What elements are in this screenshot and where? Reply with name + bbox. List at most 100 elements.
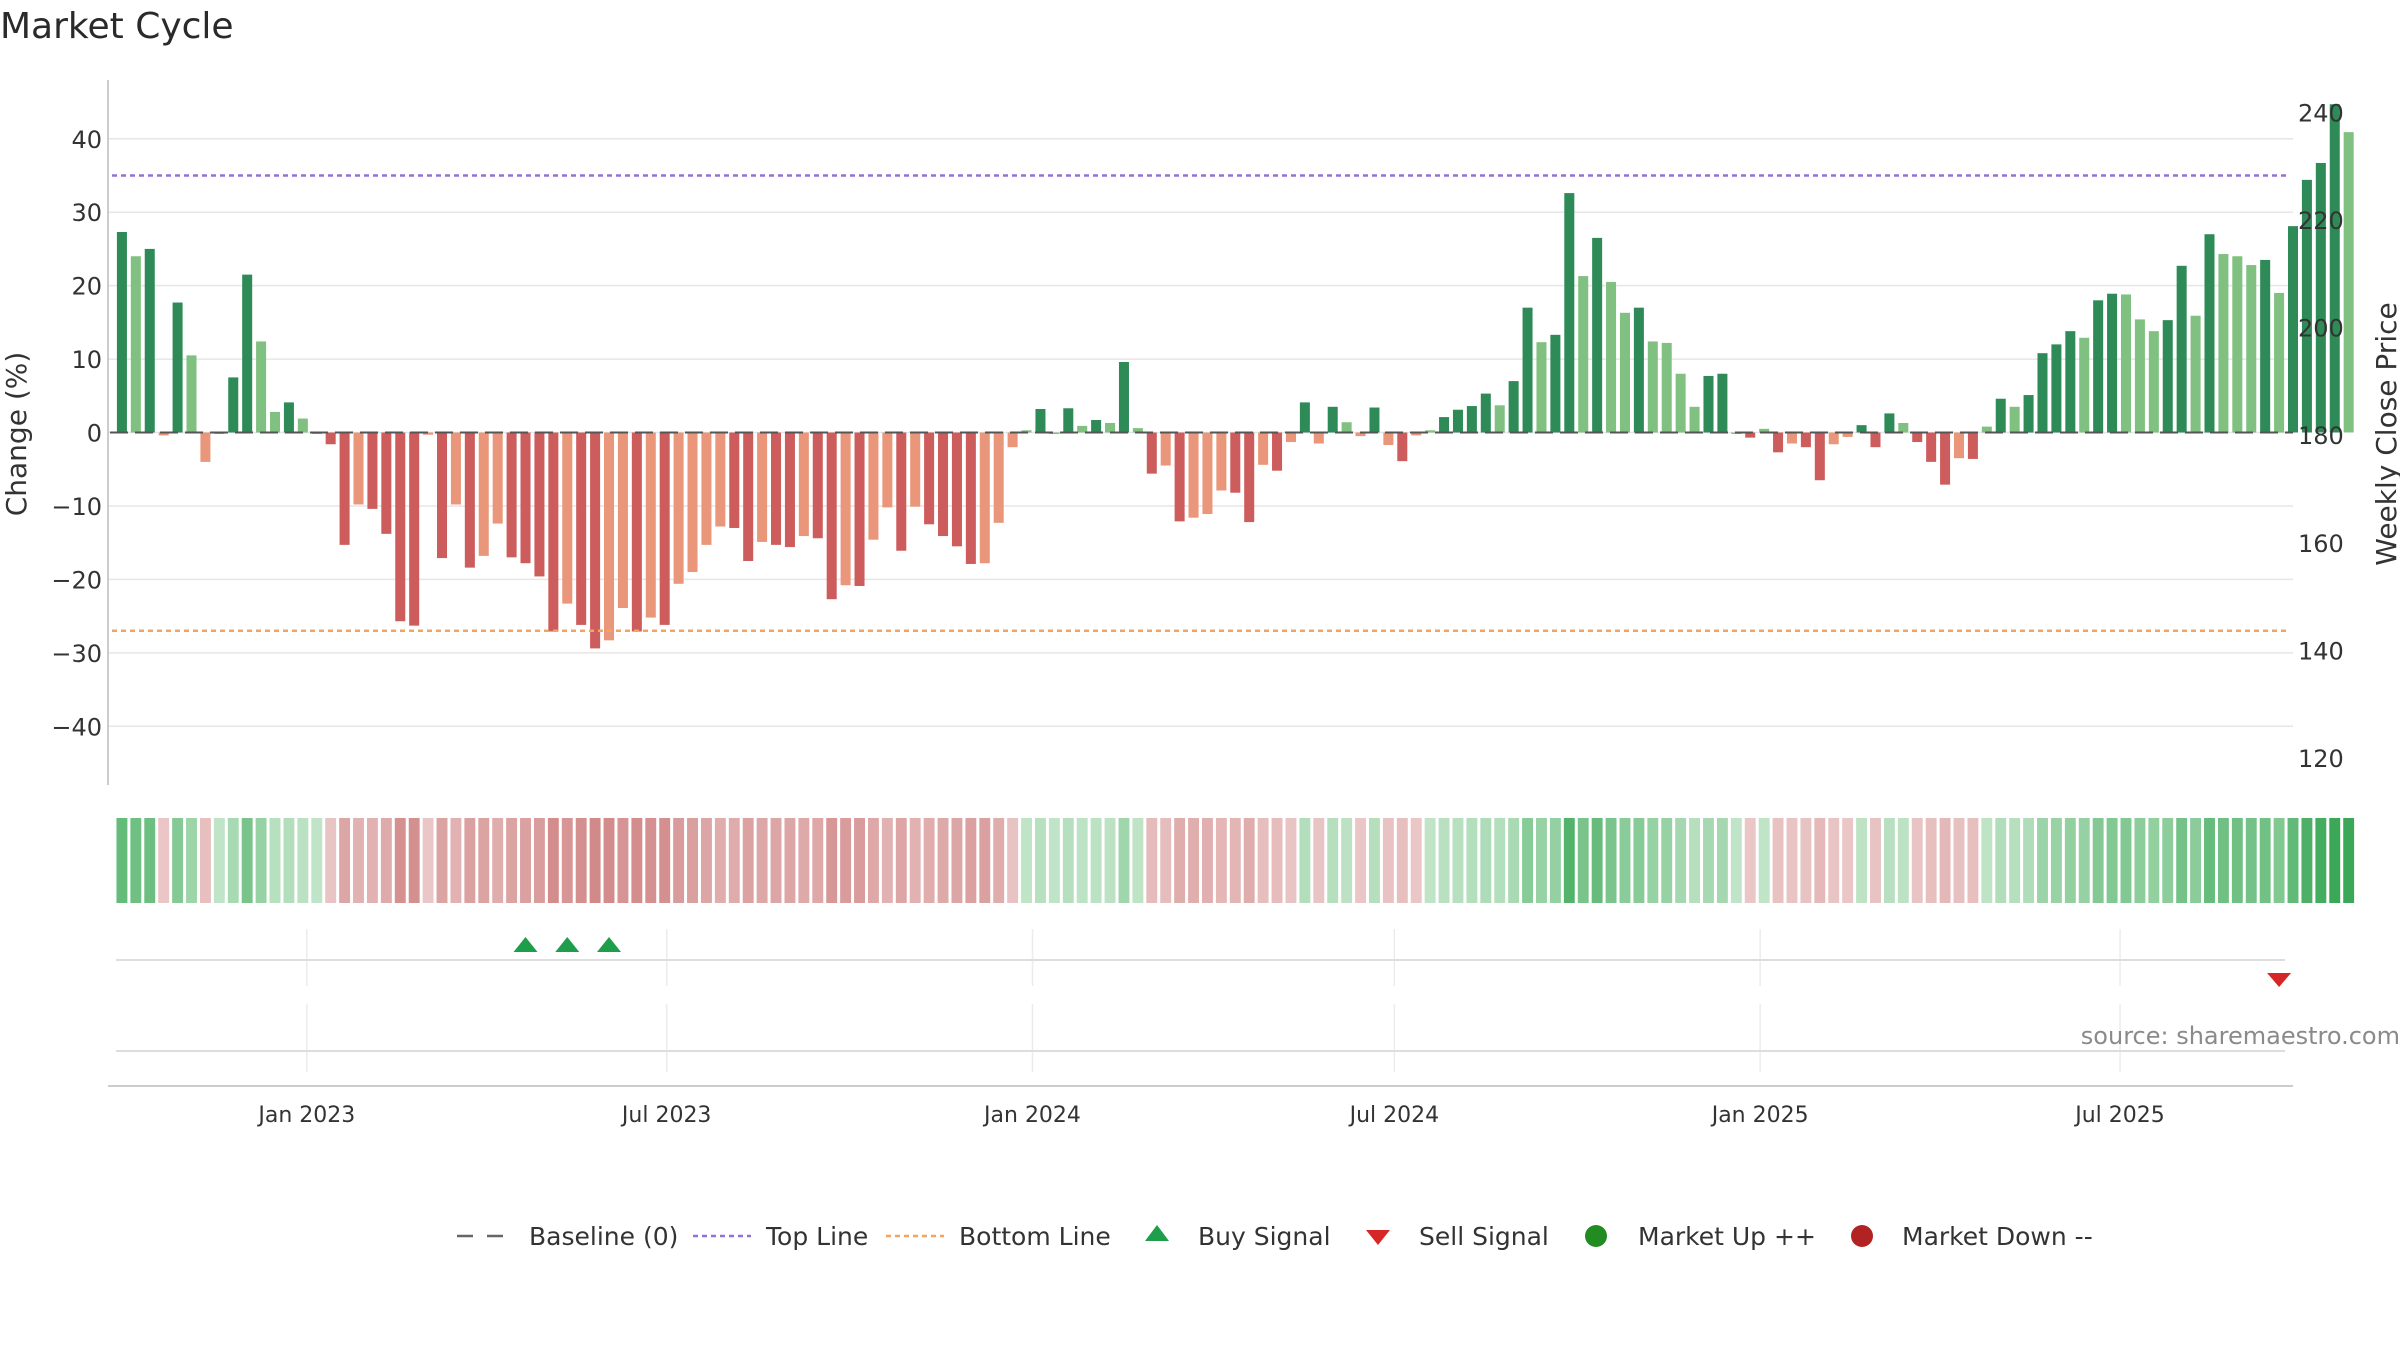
heat-cell-85	[1299, 818, 1311, 903]
bar-week-58	[924, 432, 935, 525]
bar-week-141	[2079, 337, 2090, 433]
heat-cell-7	[213, 818, 225, 903]
bar-week-28	[506, 432, 517, 558]
bar-week-35	[604, 432, 615, 641]
legend-swatch-market-up	[1585, 1225, 1607, 1247]
bar-week-37	[631, 432, 642, 632]
bar-week-56	[896, 432, 907, 551]
bar-week-66	[1035, 409, 1046, 433]
heat-cell-96	[1452, 818, 1464, 903]
bar-week-102	[1536, 342, 1547, 433]
bar-week-25	[464, 432, 475, 568]
bar-week-21	[409, 432, 420, 626]
heat-cell-124	[1842, 818, 1854, 903]
heat-cell-136	[2009, 818, 2021, 903]
bar-week-137	[2023, 395, 2034, 433]
heat-cell-135	[1995, 818, 2007, 903]
heat-cell-73	[1132, 818, 1144, 903]
bar-week-72	[1118, 362, 1129, 433]
bar-week-68	[1063, 408, 1074, 433]
bar-week-148	[2176, 265, 2187, 433]
bar-week-59	[938, 432, 949, 537]
heat-cell-129	[1911, 818, 1923, 903]
bar-week-84	[1285, 432, 1296, 443]
bar-week-45	[743, 432, 754, 562]
bar-week-77	[1188, 432, 1199, 518]
bar-week-82	[1258, 432, 1269, 465]
heat-cell-37	[631, 818, 643, 903]
heat-cell-133	[1967, 818, 1979, 903]
bar-week-120	[1786, 432, 1797, 444]
heat-cell-52	[840, 818, 852, 903]
bar-week-36	[617, 432, 628, 609]
heat-cell-147	[2162, 818, 2174, 903]
heat-cell-79	[1215, 818, 1227, 903]
heat-cell-34	[589, 818, 601, 903]
legend-label-market-down: Market Down --	[1902, 1222, 2093, 1251]
bar-week-8	[228, 377, 239, 433]
bar-week-91	[1383, 432, 1394, 445]
y-tick-label-right: 240	[2298, 99, 2344, 127]
bar-week-29	[520, 432, 531, 564]
heat-cell-120	[1786, 818, 1798, 903]
bar-week-51	[826, 432, 837, 600]
bar-week-109	[1633, 307, 1644, 433]
heat-cell-115	[1716, 818, 1728, 903]
bar-week-144	[2120, 294, 2132, 433]
bar-week-27	[492, 432, 503, 524]
heat-cell-130	[1925, 818, 1937, 903]
bar-week-160	[2343, 132, 2354, 433]
heat-cell-113	[1689, 818, 1701, 903]
heat-cell-86	[1313, 818, 1325, 903]
heat-cell-28	[506, 818, 518, 903]
bar-week-132	[1953, 432, 1964, 459]
heat-cell-127	[1883, 818, 1895, 903]
heat-cell-76	[1174, 818, 1186, 903]
heat-cell-58	[923, 818, 935, 903]
heat-cell-109	[1633, 818, 1645, 903]
legend-label-baseline: Baseline (0)	[529, 1222, 678, 1251]
chart-title: Market Cycle	[0, 6, 234, 47]
bar-week-4	[172, 302, 183, 433]
bar-week-153	[2246, 265, 2257, 433]
bar-week-108	[1619, 312, 1630, 433]
heat-cell-134	[1981, 818, 1993, 903]
bar-week-78	[1202, 432, 1213, 515]
bar-week-98	[1480, 393, 1491, 433]
y-tick-label-left: −30	[51, 640, 102, 668]
heat-cell-119	[1772, 818, 1784, 903]
heat-cell-80	[1229, 818, 1241, 903]
heat-cell-66	[1034, 818, 1046, 903]
bar-week-22	[423, 432, 434, 435]
bar-week-133	[1967, 432, 1978, 459]
bar-week-157	[2301, 179, 2312, 433]
heat-cell-50	[812, 818, 824, 903]
heat-cell-54	[867, 818, 879, 903]
heat-cell-99	[1494, 818, 1506, 903]
legend-label-bottom-line: Bottom Line	[959, 1222, 1111, 1251]
legend-label-sell-signal: Sell Signal	[1419, 1222, 1549, 1251]
bar-week-40	[673, 432, 684, 584]
heat-cell-13	[297, 818, 309, 903]
heat-cell-93	[1410, 818, 1422, 903]
y-tick-label-right: 160	[2298, 530, 2344, 558]
heat-cell-105	[1577, 818, 1589, 903]
heat-cell-17	[353, 818, 364, 903]
heat-cell-48	[784, 818, 796, 903]
heat-cell-90	[1369, 818, 1380, 903]
bar-week-127	[1884, 413, 1895, 433]
bar-week-43	[715, 432, 726, 527]
heat-cell-25	[464, 818, 476, 903]
bar-week-44	[729, 432, 740, 528]
bar-week-103	[1550, 334, 1561, 433]
heat-cell-151	[2217, 818, 2229, 903]
bar-week-49	[798, 432, 809, 537]
heat-cell-46	[756, 818, 768, 903]
x-tick-label: Jan 2025	[1710, 1103, 1809, 1128]
bar-week-117	[1745, 432, 1756, 438]
heat-cell-6	[199, 818, 211, 903]
heat-cell-62	[979, 818, 991, 903]
heat-cell-65	[1021, 818, 1032, 903]
bar-week-75	[1160, 432, 1171, 466]
heat-cell-18	[366, 818, 378, 903]
